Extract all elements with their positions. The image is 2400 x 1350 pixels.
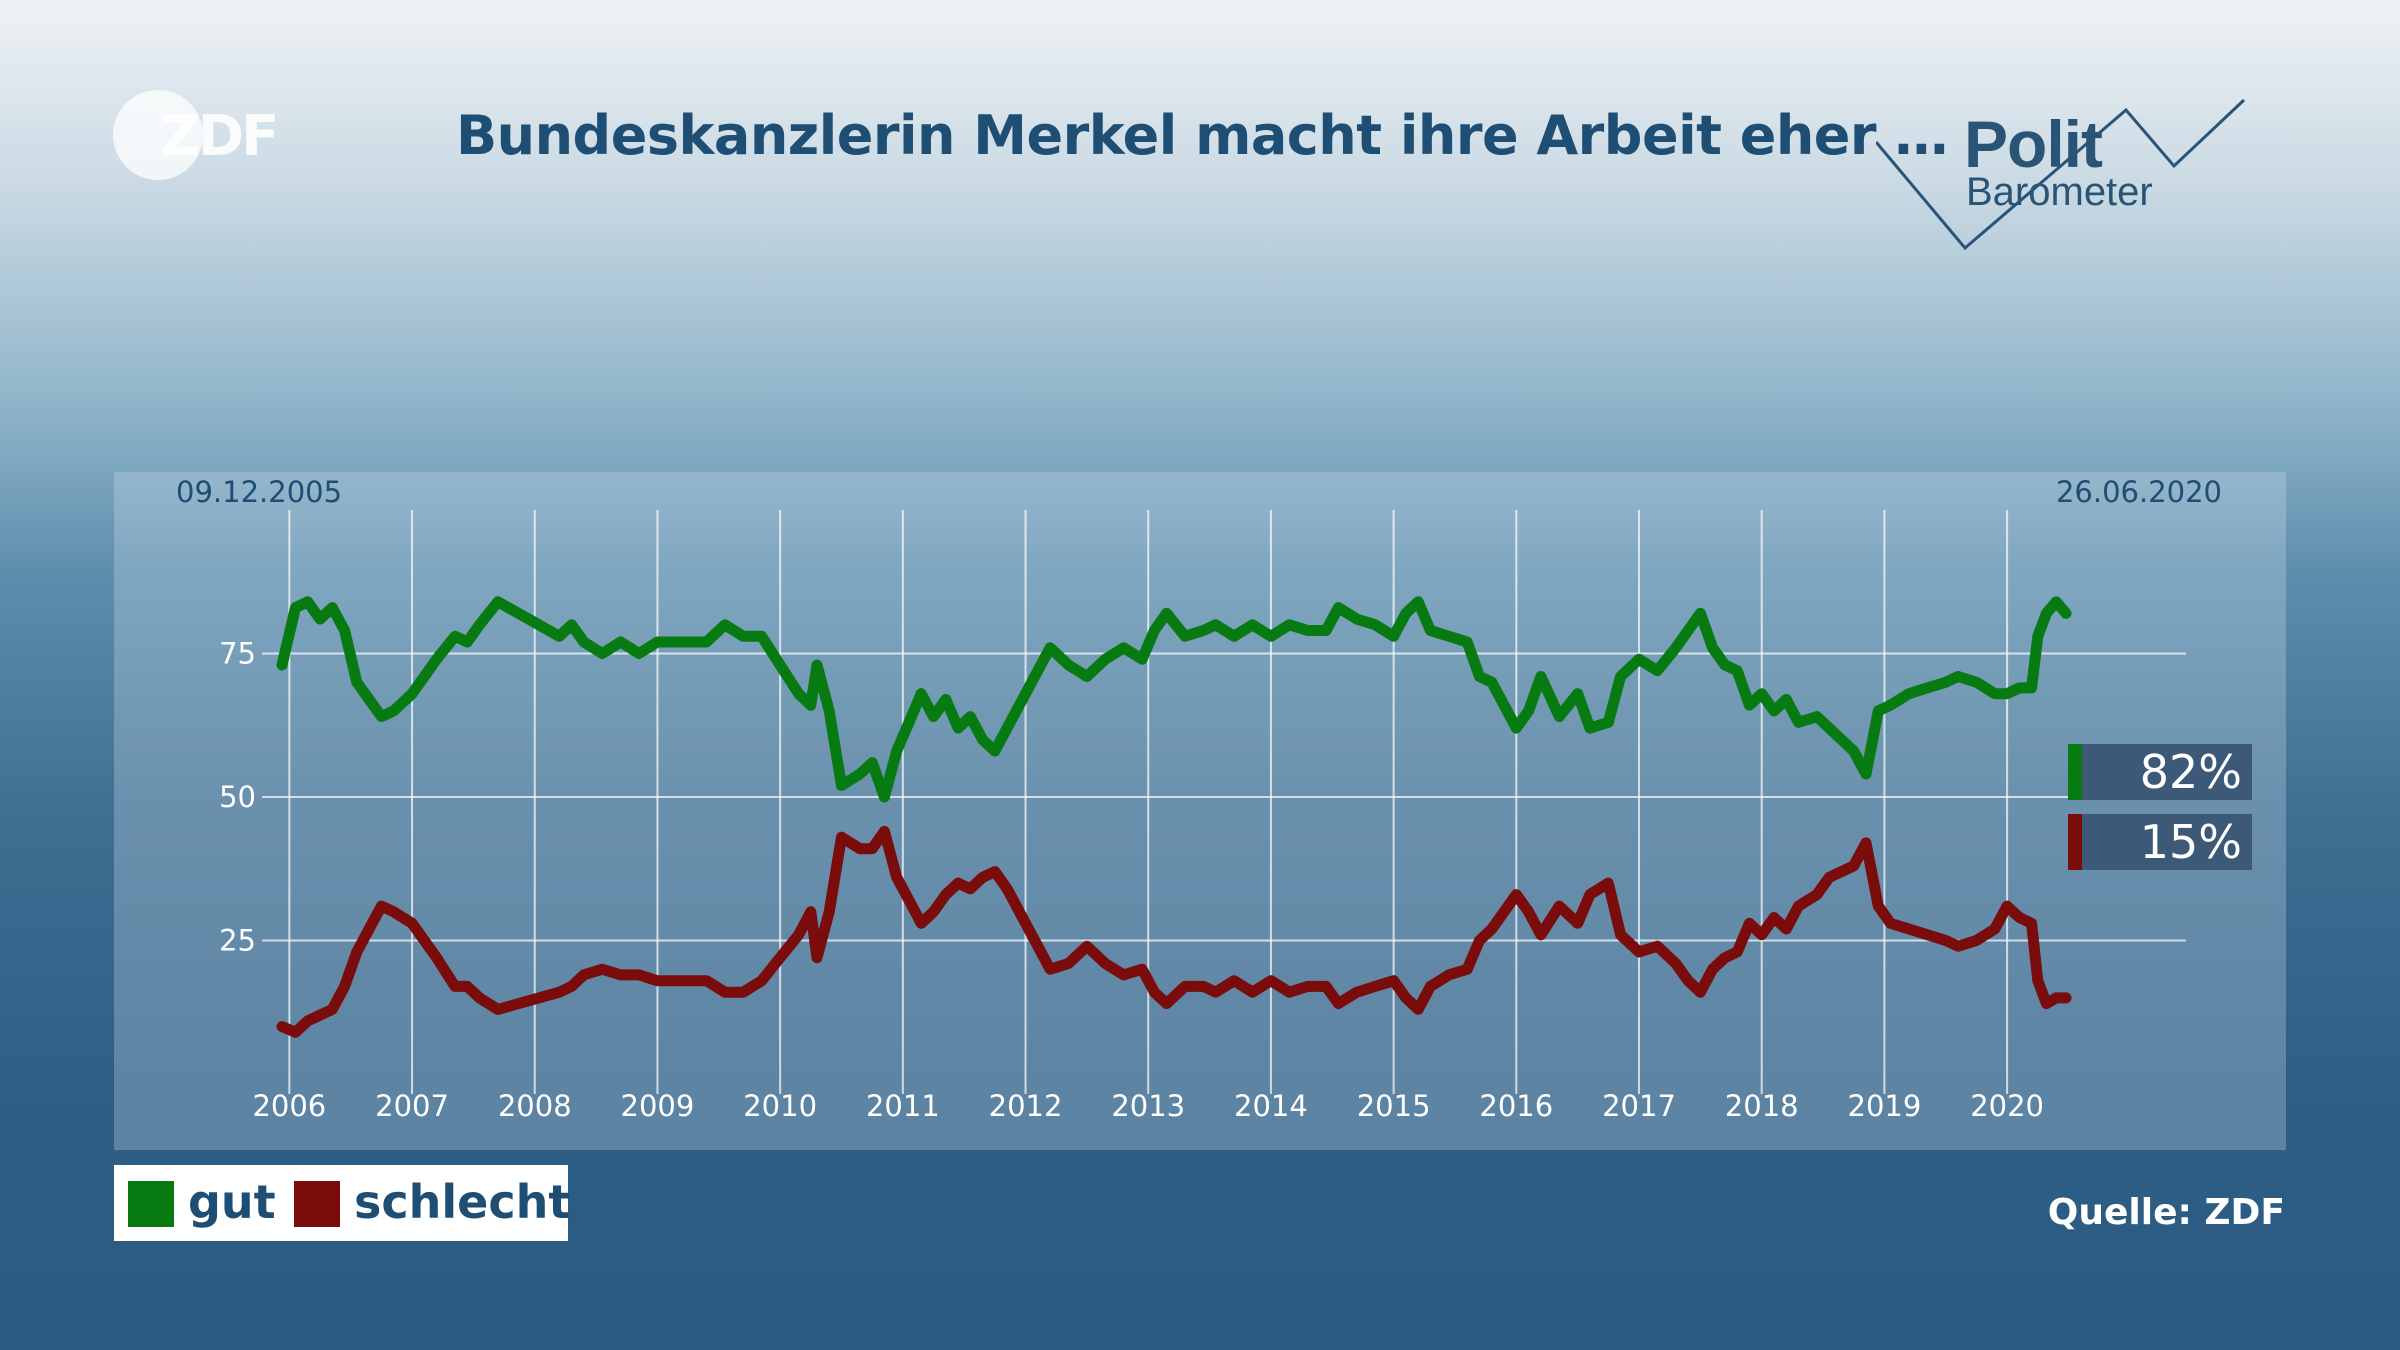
chart-panel: 2006 2007 2008 2009 2010 2011 2012 2013 2014 2015… xyxy=(114,472,2286,1150)
x-tick-label: 2009 xyxy=(621,1089,695,1123)
zdf-logo xyxy=(113,90,203,180)
date-start-label: 09.12.2005 xyxy=(176,475,342,509)
x-tick-label: 2019 xyxy=(1848,1089,1922,1123)
x-tick-label: 2013 xyxy=(1111,1089,1185,1123)
series-line-gut xyxy=(276,596,2072,803)
chart-title: Bundeskanzlerin Merkel macht ihre Arbeit… xyxy=(456,104,1948,167)
source-label: Quelle: ZDF xyxy=(2047,1192,2285,1233)
x-tick-label: 2020 xyxy=(1970,1089,2044,1123)
x-tick-label: 2007 xyxy=(375,1089,449,1123)
x-tick-label: 2016 xyxy=(1479,1089,1553,1123)
y-tick-label: 25 xyxy=(219,924,256,958)
x-tick-label: 2012 xyxy=(989,1089,1063,1123)
politbarometer-logo xyxy=(1876,98,2246,251)
y-tick-label: 50 xyxy=(219,780,256,814)
final-value-marker-gut xyxy=(2068,744,2082,800)
final-value-label-schlecht: 15% xyxy=(2140,815,2242,869)
date-end-label: 26.06.2020 xyxy=(2056,475,2222,509)
x-tick-label: 2014 xyxy=(1234,1089,1308,1123)
politbarometer-polit: Polit xyxy=(1964,107,2103,181)
y-tick-label: 75 xyxy=(219,637,256,671)
legend-swatch-schlecht xyxy=(294,1181,340,1227)
x-tick-label: 2008 xyxy=(498,1089,572,1123)
x-tick-label: 2011 xyxy=(866,1089,940,1123)
final-value-label-gut: 82% xyxy=(2140,745,2242,799)
legend-label-schlecht: schlecht xyxy=(354,1175,571,1229)
legend-swatch-gut xyxy=(128,1181,174,1227)
x-tick-label: 2006 xyxy=(252,1089,326,1123)
final-value-box-gut xyxy=(2068,744,2252,800)
politbarometer-barometer: Barometer xyxy=(1966,170,2153,214)
final-value-box-schlecht xyxy=(2068,814,2252,870)
x-tick-label: 2017 xyxy=(1602,1089,1676,1123)
final-value-marker-schlecht xyxy=(2068,814,2082,870)
zdf-logo-text: ZDF xyxy=(160,104,279,169)
legend-label-gut: gut xyxy=(188,1175,276,1229)
x-tick-label: 2018 xyxy=(1725,1089,1799,1123)
line-chart: 2006 2007 2008 2009 2010 2011 2012 2013 2014 2015… xyxy=(176,475,2252,1123)
x-tick-label: 2015 xyxy=(1357,1089,1431,1123)
x-tick-label: 2010 xyxy=(743,1089,817,1123)
legend: gut schlecht xyxy=(114,1165,571,1241)
series-line-schlecht xyxy=(276,825,2072,1038)
